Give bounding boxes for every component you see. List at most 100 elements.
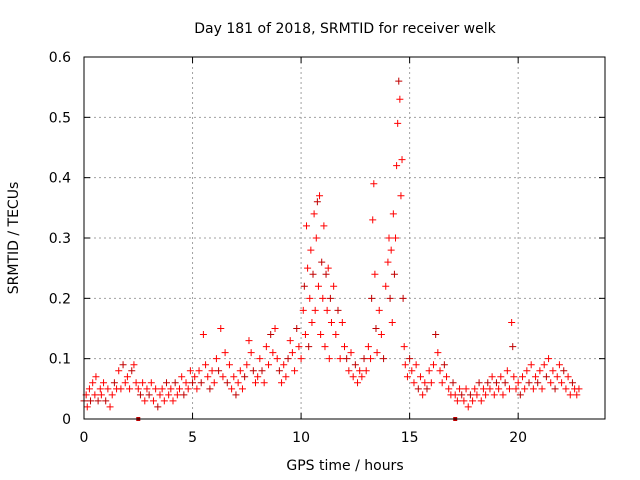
data-point bbox=[299, 306, 307, 314]
data-point bbox=[341, 343, 348, 351]
data-point bbox=[96, 385, 104, 393]
data-point bbox=[436, 367, 444, 375]
data-point bbox=[284, 355, 292, 363]
data-point bbox=[132, 379, 140, 387]
data-point bbox=[91, 391, 99, 399]
data-point bbox=[349, 373, 357, 381]
x-tick-label: 0 bbox=[80, 430, 89, 446]
data-point bbox=[508, 318, 516, 326]
data-point bbox=[165, 391, 173, 399]
data-point bbox=[258, 367, 266, 375]
data-point bbox=[372, 325, 380, 332]
data-point bbox=[486, 385, 494, 393]
data-point bbox=[147, 379, 155, 387]
data-point bbox=[306, 294, 314, 302]
data-point bbox=[87, 397, 95, 405]
data-point bbox=[575, 385, 583, 393]
data-point bbox=[385, 234, 393, 242]
data-point bbox=[410, 379, 418, 387]
data-point bbox=[184, 385, 192, 393]
data-point bbox=[471, 385, 479, 393]
data-point bbox=[558, 379, 566, 387]
data-point bbox=[97, 391, 105, 399]
data-point bbox=[364, 343, 372, 351]
data-point bbox=[260, 379, 268, 387]
data-point bbox=[247, 349, 255, 357]
data-point bbox=[256, 355, 264, 363]
data-point bbox=[108, 391, 116, 399]
data-point bbox=[377, 331, 385, 339]
data-point bbox=[573, 391, 581, 399]
data-point bbox=[386, 294, 394, 302]
data-point bbox=[178, 373, 186, 381]
data-point bbox=[305, 343, 313, 351]
data-point bbox=[324, 264, 332, 272]
data-point bbox=[458, 391, 466, 399]
data-point bbox=[191, 373, 199, 381]
data-point bbox=[304, 264, 312, 272]
data-point bbox=[514, 379, 522, 387]
data-point bbox=[443, 373, 451, 381]
data-point bbox=[421, 379, 429, 387]
data-point bbox=[347, 349, 355, 357]
data-point bbox=[456, 385, 464, 393]
data-point bbox=[327, 318, 335, 326]
x-tick-label: 10 bbox=[292, 430, 310, 446]
data-point bbox=[204, 373, 212, 381]
data-point bbox=[423, 385, 431, 393]
data-point bbox=[141, 397, 149, 405]
data-point bbox=[121, 379, 129, 387]
data-point bbox=[219, 373, 227, 381]
data-point bbox=[314, 282, 322, 290]
data-point bbox=[345, 367, 353, 375]
data-point bbox=[83, 403, 91, 411]
data-point bbox=[427, 379, 435, 387]
data-point bbox=[182, 379, 190, 387]
data-point bbox=[492, 379, 500, 387]
data-point bbox=[139, 379, 147, 387]
data-point bbox=[393, 162, 401, 170]
data-point bbox=[238, 385, 246, 393]
data-point bbox=[540, 361, 548, 369]
data-point bbox=[419, 391, 427, 399]
data-point bbox=[280, 361, 288, 369]
data-point bbox=[445, 385, 453, 393]
data-point bbox=[406, 355, 414, 363]
data-point bbox=[208, 367, 216, 375]
y-tick-label: 0.6 bbox=[49, 50, 71, 66]
data-point bbox=[399, 294, 407, 302]
data-point bbox=[152, 385, 160, 393]
data-point bbox=[387, 246, 395, 254]
data-point bbox=[330, 282, 338, 290]
data-point bbox=[469, 397, 477, 405]
data-point bbox=[464, 403, 472, 411]
data-point bbox=[336, 355, 344, 363]
data-point bbox=[453, 397, 461, 405]
data-point bbox=[521, 385, 529, 393]
data-point bbox=[110, 379, 118, 387]
data-point bbox=[510, 373, 518, 381]
data-point bbox=[547, 379, 555, 387]
y-axis-ticks: 0 0.1 0.2 0.3 0.4 0.5 0.6 bbox=[49, 50, 605, 428]
data-point bbox=[389, 210, 397, 218]
data-point bbox=[360, 355, 368, 363]
data-point bbox=[536, 367, 544, 375]
data-point bbox=[251, 379, 259, 387]
data-point bbox=[412, 361, 420, 369]
data-point bbox=[373, 349, 381, 357]
data-point bbox=[102, 397, 110, 405]
data-point bbox=[509, 343, 517, 351]
data-point bbox=[171, 379, 179, 387]
data-point bbox=[523, 367, 531, 375]
x-tick-label: 20 bbox=[509, 430, 527, 446]
data-point bbox=[434, 349, 442, 357]
data-point bbox=[326, 294, 334, 302]
data-point bbox=[400, 343, 408, 351]
data-point bbox=[316, 192, 324, 200]
data-point bbox=[318, 258, 326, 266]
data-point bbox=[234, 379, 242, 387]
data-point bbox=[525, 379, 533, 387]
data-point bbox=[416, 373, 424, 381]
y-tick-label: 0.4 bbox=[49, 171, 71, 187]
